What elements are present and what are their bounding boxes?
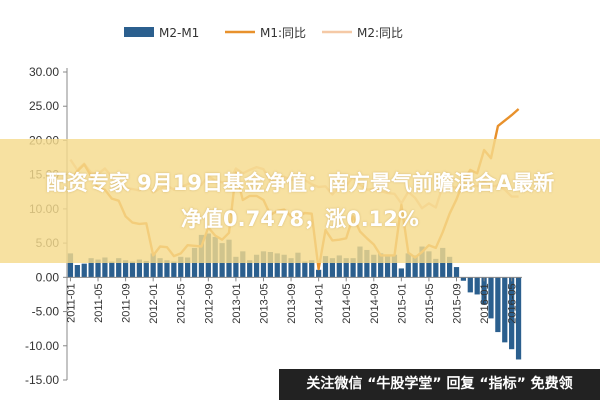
headline-line-2: 净值0.7478，涨0.12% (181, 207, 419, 231)
bar-m2-m1 (157, 258, 163, 278)
bar-m2-m1 (150, 253, 156, 278)
bar-m2-m1 (384, 255, 391, 278)
x-tick-label: 2016-01 (479, 283, 491, 323)
bar-m2-m1 (481, 277, 487, 305)
x-tick-label: 2015-05 (424, 283, 436, 323)
bar-m2-m1 (322, 256, 329, 278)
bar-m2-m1 (240, 251, 246, 278)
bar-m2-m1 (102, 257, 108, 278)
bar-m2-m1 (171, 261, 177, 278)
bar-m2-m1 (88, 258, 94, 278)
y-tick-label: 0.00 (36, 270, 60, 284)
headline-line-1: 配资专家 9月19日基金净值：南方景气前瞻混合A最新 (45, 171, 555, 195)
bar-m2-m1 (515, 277, 522, 360)
x-tick-label: 2014-09 (369, 283, 381, 323)
bar-m2-m1 (391, 254, 398, 278)
x-tick-label: 2011-09 (121, 283, 133, 323)
bar-m2-m1 (460, 277, 467, 281)
bar-m2-m1 (274, 253, 280, 278)
bar-m2-m1 (288, 258, 294, 278)
bar-m2-m1 (350, 258, 356, 278)
bar-m2-m1 (295, 252, 301, 278)
bar-m2-m1 (316, 269, 322, 278)
bar-m2-m1 (122, 260, 129, 278)
bar-m2-m1 (426, 251, 432, 278)
bar-m2-m1 (116, 258, 122, 278)
bar-m2-m1 (143, 260, 149, 278)
bar-m2-m1 (129, 261, 136, 278)
bar-m2-m1 (185, 257, 191, 278)
x-tick-label: 2011-05 (93, 283, 105, 323)
bar-m2-m1 (364, 249, 370, 278)
bar-m2-m1 (281, 254, 287, 278)
y-tick-label: -5.00 (32, 305, 60, 319)
bar-m2-m1 (178, 256, 184, 278)
bar-m2-m1 (495, 277, 501, 333)
bar-m2-m1 (453, 267, 460, 278)
bar-m2-m1 (405, 253, 411, 278)
bar-m2-m1 (74, 265, 80, 278)
bar-m2-m1 (95, 259, 101, 278)
bar-series (67, 233, 522, 360)
x-tick-label: 2016-05 (507, 283, 519, 323)
y-tick-label: -10.00 (25, 339, 59, 353)
bar-m2-m1 (488, 277, 494, 319)
x-tick-label: 2013-05 (258, 283, 270, 323)
bar-m2-m1 (253, 254, 260, 278)
bar-m2-m1 (398, 268, 404, 278)
chart-legend: M2-M1 M1:同比 M2:同比 (124, 26, 403, 40)
bar-m2-m1 (302, 261, 308, 278)
bar-m2-m1 (67, 253, 74, 278)
bar-m2-m1 (412, 255, 418, 278)
legend-label: M2-M1 (159, 26, 199, 40)
legend-label: M2:同比 (357, 26, 403, 40)
x-tick-label: 2015-01 (396, 283, 408, 323)
y-tick-label: -15.00 (25, 373, 59, 387)
x-tick-label: 2015-09 (452, 283, 464, 323)
bar-m2-m1 (502, 277, 508, 343)
bar-m2-m1 (343, 258, 349, 278)
x-tick-label: 2012-01 (148, 283, 160, 323)
bar-m2-m1 (378, 253, 384, 278)
bar-m2-m1 (136, 259, 143, 278)
y-tick-label: 30.00 (29, 65, 59, 79)
bar-m2-m1 (260, 251, 267, 278)
x-tick-label: 2014-05 (341, 283, 353, 323)
x-tick-label: 2012-05 (176, 283, 188, 323)
bar-m2-m1 (433, 258, 439, 278)
bar-m2-m1 (509, 277, 515, 350)
legend-swatch-bar (124, 27, 154, 37)
bar-m2-m1 (164, 260, 170, 278)
wechat-watermark: 关注微信 “牛股学堂” 回复 “指标” 免费领 (279, 369, 600, 400)
x-tick-label: 2012-09 (203, 283, 215, 323)
x-tick-label: 2013-01 (231, 283, 243, 323)
y-tick-label: 25.00 (29, 99, 59, 113)
bar-m2-m1 (474, 277, 480, 295)
bar-m2-m1 (81, 263, 87, 278)
bar-m2-m1 (247, 260, 253, 278)
bar-m2-m1 (267, 252, 273, 278)
bar-m2-m1 (109, 261, 115, 278)
bar-m2-m1 (329, 258, 336, 278)
bar-m2-m1 (446, 256, 453, 278)
bar-m2-m1 (233, 256, 239, 278)
bar-m2-m1 (336, 255, 342, 278)
bar-m2-m1 (309, 260, 315, 278)
x-tick-label: 2014-01 (314, 283, 326, 323)
bar-m2-m1 (371, 254, 377, 278)
news-headline-banner: 配资专家 9月19日基金净值：南方景气前瞻混合A最新 净值0.7478，涨0.1… (0, 139, 600, 263)
x-tick-label: 2011-01 (65, 283, 77, 323)
x-tick-label: 2013-09 (286, 283, 298, 323)
bar-m2-m1 (467, 277, 473, 293)
legend-label: M1:同比 (260, 26, 306, 40)
x-axis: 2011-01 2011-05 2011-09 2012-01 2012-05 2012-… (65, 276, 522, 324)
